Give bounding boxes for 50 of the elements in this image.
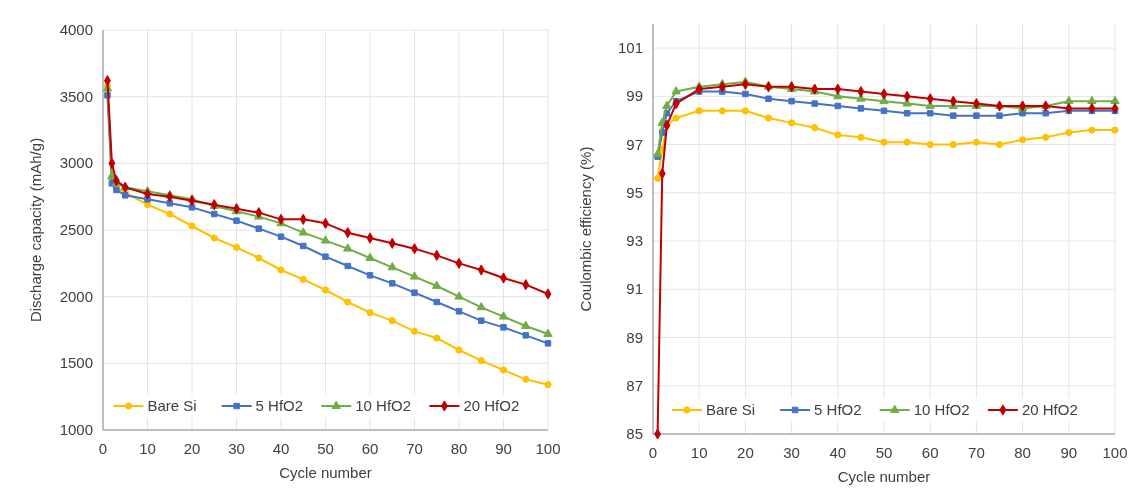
x-axis-title: Cycle number <box>837 468 931 485</box>
x-tick-label: 40 <box>272 440 290 457</box>
legend-label: Bare Si <box>705 401 756 418</box>
x-tick-label: 0 <box>648 444 658 461</box>
y-axis-title: Discharge capacity (mAh/g) <box>27 137 44 323</box>
x-tick-label: 30 <box>228 440 245 457</box>
x-tick-label: 10 <box>139 440 156 457</box>
x-tick-label: 60 <box>921 444 939 461</box>
legend-label: 10 HfO2 <box>913 401 970 418</box>
legend-label: 5 HfO2 <box>255 397 304 414</box>
y-tick-label: 91 <box>626 280 643 298</box>
y-tick-label: 2500 <box>59 221 93 238</box>
y-tick-label: 1500 <box>59 354 93 372</box>
x-tick-label: 20 <box>737 444 754 461</box>
y-tick-label: 93 <box>626 232 643 250</box>
legend-label: 10 HfO2 <box>355 397 412 414</box>
x-tick-label: 70 <box>406 440 423 457</box>
legend-label: 20 HfO2 <box>463 397 520 414</box>
x-tick-label: 30 <box>783 444 800 461</box>
y-tick-label: 99 <box>626 87 643 105</box>
y-tick-label: 101 <box>617 39 643 57</box>
y-tick-label: 87 <box>626 376 643 394</box>
y-tick-label: 2000 <box>59 287 93 305</box>
x-tick-label: 80 <box>450 440 468 457</box>
x-tick-label: 20 <box>183 440 201 457</box>
y-tick-label: 3500 <box>59 87 93 105</box>
x-tick-label: 70 <box>968 444 985 461</box>
x-tick-label: 100 <box>535 440 561 457</box>
legend-label: 5 HfO2 <box>814 401 862 418</box>
y-tick-label: 89 <box>626 328 643 346</box>
y-axis-title: Coulombic efficiency (%) <box>577 146 594 312</box>
x-tick-label: 90 <box>1060 444 1078 461</box>
y-tick-label: 85 <box>626 425 643 442</box>
x-tick-label: 90 <box>495 440 512 457</box>
x-tick-label: 50 <box>875 444 893 461</box>
x-tick-label: 10 <box>690 444 708 461</box>
x-axis-title: Cycle number <box>279 464 372 481</box>
x-tick-label: 100 <box>1102 444 1128 461</box>
y-tick-label: 4000 <box>59 21 93 38</box>
legend-label: 20 HfO2 <box>1021 401 1078 418</box>
x-tick-label: 0 <box>98 440 108 457</box>
y-tick-label: 95 <box>626 183 643 201</box>
y-tick-label: 1000 <box>59 421 93 438</box>
y-tick-label: 97 <box>626 135 643 153</box>
y-tick-label: 3000 <box>59 154 93 172</box>
x-tick-label: 60 <box>361 440 379 457</box>
x-tick-label: 50 <box>317 440 334 457</box>
x-tick-label: 80 <box>1014 444 1031 461</box>
x-tick-label: 40 <box>829 444 847 461</box>
legend-label: Bare Si <box>147 397 197 414</box>
